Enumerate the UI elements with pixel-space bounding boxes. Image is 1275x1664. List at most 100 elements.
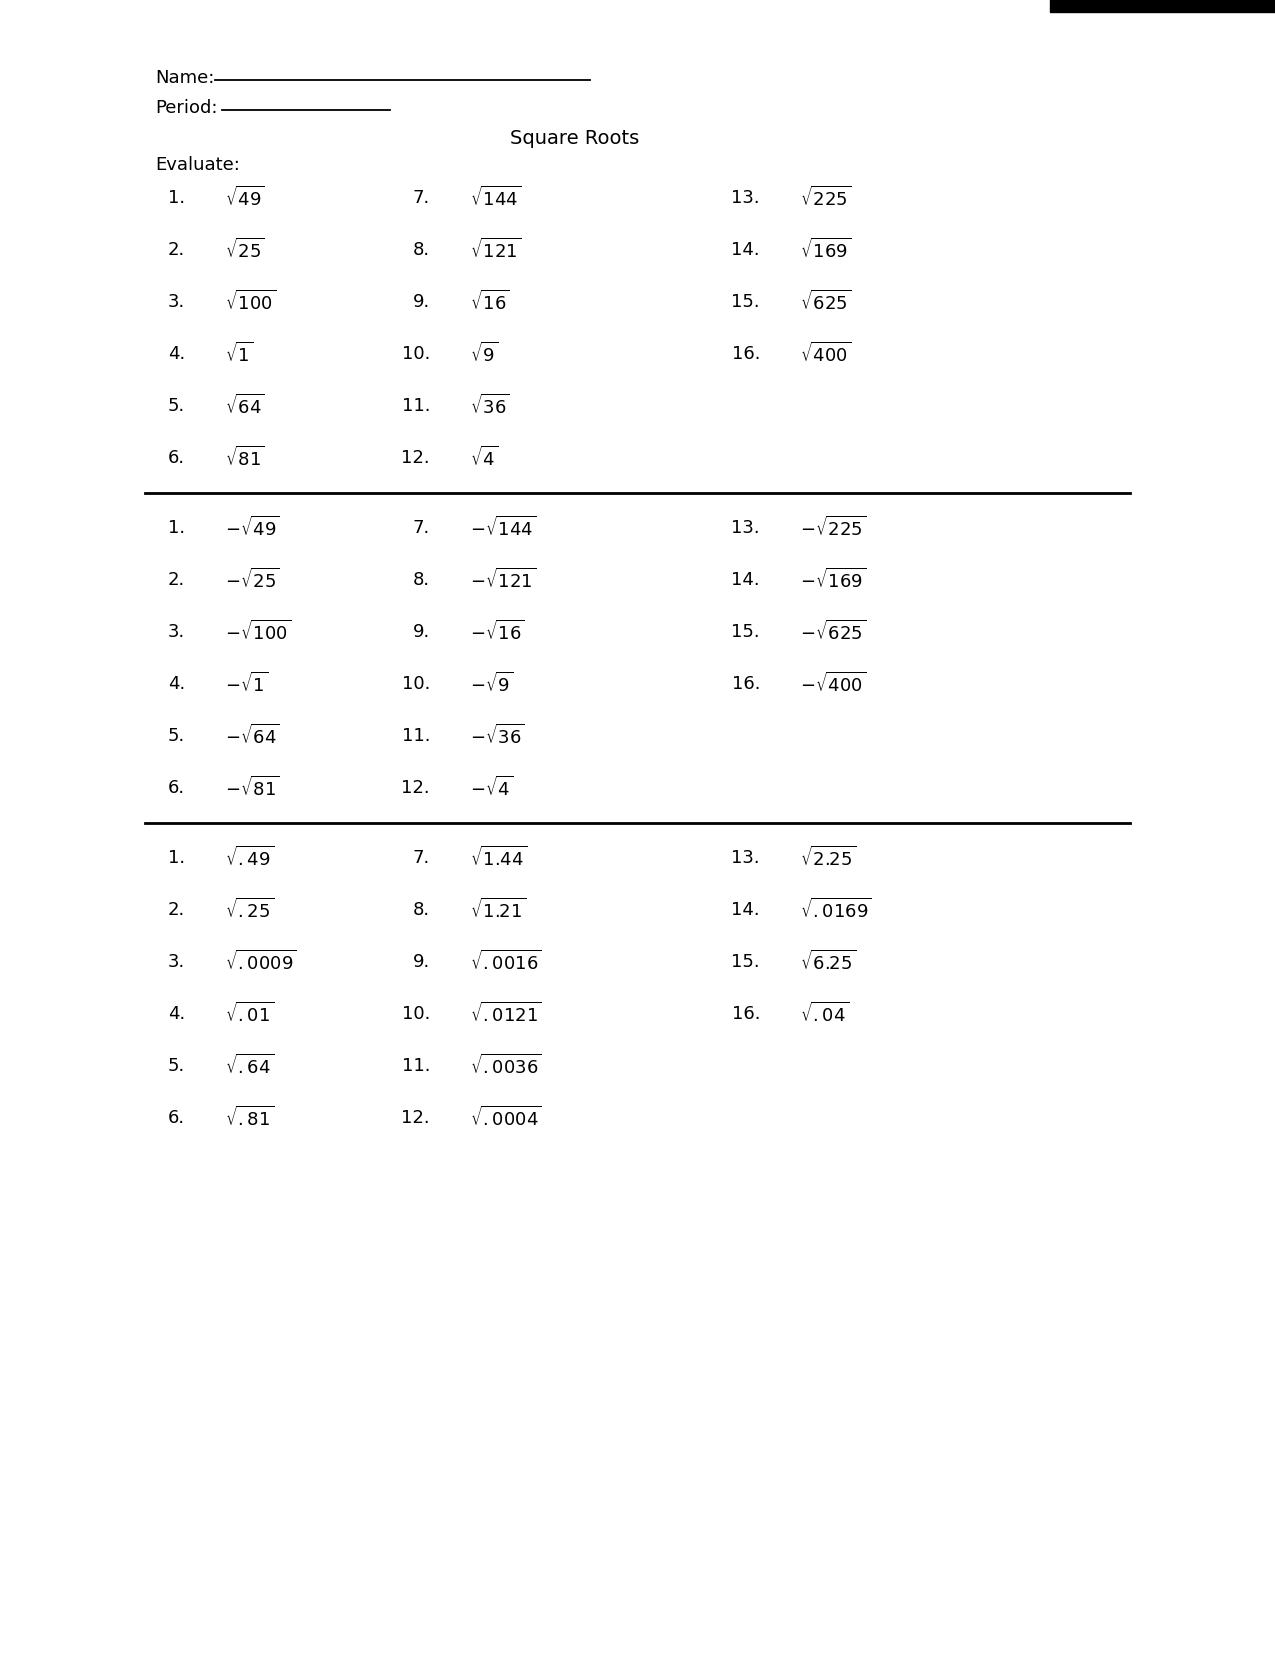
Text: $\sqrt{169}$: $\sqrt{169}$ xyxy=(799,238,852,263)
Text: $\sqrt{.0009}$: $\sqrt{.0009}$ xyxy=(224,950,297,973)
Text: 8.: 8. xyxy=(413,241,430,260)
Text: $\sqrt{.01}$: $\sqrt{.01}$ xyxy=(224,1002,274,1027)
Text: $\sqrt{16}$: $\sqrt{16}$ xyxy=(470,290,510,314)
Text: $\sqrt{.0169}$: $\sqrt{.0169}$ xyxy=(799,899,872,922)
Text: $\sqrt{64}$: $\sqrt{64}$ xyxy=(224,394,265,418)
Text: 12.: 12. xyxy=(402,1108,430,1127)
Text: $-\sqrt{64}$: $-\sqrt{64}$ xyxy=(224,724,280,749)
Text: $\sqrt{6.25}$: $\sqrt{6.25}$ xyxy=(799,950,856,973)
Text: 6.: 6. xyxy=(168,1108,185,1127)
Text: $\sqrt{.49}$: $\sqrt{.49}$ xyxy=(224,845,274,870)
Text: 3.: 3. xyxy=(168,622,185,641)
Text: 1.: 1. xyxy=(168,190,185,206)
Text: 1.: 1. xyxy=(168,849,185,867)
Text: 13.: 13. xyxy=(732,190,760,206)
Text: $\sqrt{100}$: $\sqrt{100}$ xyxy=(224,290,277,314)
Text: $\sqrt{.0016}$: $\sqrt{.0016}$ xyxy=(470,950,542,973)
Text: $\sqrt{1}$: $\sqrt{1}$ xyxy=(224,341,254,366)
Text: 4.: 4. xyxy=(168,344,185,363)
Text: $\sqrt{4}$: $\sqrt{4}$ xyxy=(470,446,499,471)
Text: Name:: Name: xyxy=(156,68,214,87)
Text: $\sqrt{1.44}$: $\sqrt{1.44}$ xyxy=(470,845,527,870)
Text: 4.: 4. xyxy=(168,1005,185,1023)
Text: 16.: 16. xyxy=(732,344,760,363)
Text: 2.: 2. xyxy=(168,571,185,589)
Text: 10.: 10. xyxy=(402,344,430,363)
Text: 7.: 7. xyxy=(413,190,430,206)
Text: $\sqrt{2.25}$: $\sqrt{2.25}$ xyxy=(799,845,856,870)
Text: $\sqrt{.81}$: $\sqrt{.81}$ xyxy=(224,1107,274,1130)
Text: 12.: 12. xyxy=(402,779,430,797)
Text: Evaluate:: Evaluate: xyxy=(156,156,240,175)
Text: 13.: 13. xyxy=(732,519,760,537)
Text: 15.: 15. xyxy=(732,293,760,311)
Text: 8.: 8. xyxy=(413,900,430,919)
Text: 9.: 9. xyxy=(413,953,430,972)
Text: $-\sqrt{16}$: $-\sqrt{16}$ xyxy=(470,621,525,644)
Text: 14.: 14. xyxy=(732,900,760,919)
Text: 5.: 5. xyxy=(168,1057,185,1075)
Text: $-\sqrt{121}$: $-\sqrt{121}$ xyxy=(470,567,537,592)
Text: 4.: 4. xyxy=(168,676,185,692)
Text: $\sqrt{.0036}$: $\sqrt{.0036}$ xyxy=(470,1053,542,1078)
Text: 15.: 15. xyxy=(732,622,760,641)
Text: $-\sqrt{4}$: $-\sqrt{4}$ xyxy=(470,775,514,800)
Text: 10.: 10. xyxy=(402,1005,430,1023)
Text: $-\sqrt{9}$: $-\sqrt{9}$ xyxy=(470,672,514,696)
Text: 16.: 16. xyxy=(732,676,760,692)
Text: $\sqrt{400}$: $\sqrt{400}$ xyxy=(799,341,852,366)
Text: 1.: 1. xyxy=(168,519,185,537)
Text: $-\sqrt{36}$: $-\sqrt{36}$ xyxy=(470,724,525,749)
Text: $\sqrt{225}$: $\sqrt{225}$ xyxy=(799,186,852,210)
Text: 3.: 3. xyxy=(168,293,185,311)
Text: $\sqrt{25}$: $\sqrt{25}$ xyxy=(224,238,265,263)
Text: $\sqrt{144}$: $\sqrt{144}$ xyxy=(470,186,521,210)
Text: 8.: 8. xyxy=(413,571,430,589)
Text: $-\sqrt{81}$: $-\sqrt{81}$ xyxy=(224,775,280,800)
Text: 10.: 10. xyxy=(402,676,430,692)
Text: 11.: 11. xyxy=(402,727,430,745)
Text: 5.: 5. xyxy=(168,398,185,414)
Text: $\sqrt{.25}$: $\sqrt{.25}$ xyxy=(224,899,274,922)
Text: 16.: 16. xyxy=(732,1005,760,1023)
Text: 2.: 2. xyxy=(168,241,185,260)
Text: $-\sqrt{100}$: $-\sqrt{100}$ xyxy=(224,621,292,644)
Text: $-\sqrt{400}$: $-\sqrt{400}$ xyxy=(799,672,867,696)
Text: 14.: 14. xyxy=(732,241,760,260)
Text: 12.: 12. xyxy=(402,449,430,468)
Text: 7.: 7. xyxy=(413,519,430,537)
Text: $-\sqrt{144}$: $-\sqrt{144}$ xyxy=(470,516,537,541)
Text: $\sqrt{9}$: $\sqrt{9}$ xyxy=(470,341,499,366)
Text: 15.: 15. xyxy=(732,953,760,972)
Text: $\sqrt{1.21}$: $\sqrt{1.21}$ xyxy=(470,899,527,922)
Text: $-\sqrt{225}$: $-\sqrt{225}$ xyxy=(799,516,867,541)
Text: 14.: 14. xyxy=(732,571,760,589)
Text: $\sqrt{.0121}$: $\sqrt{.0121}$ xyxy=(470,1002,542,1027)
Text: $-\sqrt{49}$: $-\sqrt{49}$ xyxy=(224,516,280,541)
Text: 2.: 2. xyxy=(168,900,185,919)
Text: 13.: 13. xyxy=(732,849,760,867)
Text: 6.: 6. xyxy=(168,449,185,468)
Text: 7.: 7. xyxy=(413,849,430,867)
Text: 9.: 9. xyxy=(413,622,430,641)
Text: $-\sqrt{169}$: $-\sqrt{169}$ xyxy=(799,567,867,592)
Text: $-\sqrt{25}$: $-\sqrt{25}$ xyxy=(224,567,280,592)
Text: $\sqrt{81}$: $\sqrt{81}$ xyxy=(224,446,265,471)
Text: $-\sqrt{625}$: $-\sqrt{625}$ xyxy=(799,621,867,644)
Text: $\sqrt{.0004}$: $\sqrt{.0004}$ xyxy=(470,1107,542,1130)
Text: 6.: 6. xyxy=(168,779,185,797)
Text: $\sqrt{121}$: $\sqrt{121}$ xyxy=(470,238,521,263)
Text: Square Roots: Square Roots xyxy=(510,128,639,148)
Text: 5.: 5. xyxy=(168,727,185,745)
Text: $\sqrt{.64}$: $\sqrt{.64}$ xyxy=(224,1053,274,1078)
Text: Period:: Period: xyxy=(156,98,218,116)
Text: $\sqrt{625}$: $\sqrt{625}$ xyxy=(799,290,852,314)
Text: $-\sqrt{1}$: $-\sqrt{1}$ xyxy=(224,672,269,696)
Text: 9.: 9. xyxy=(413,293,430,311)
Text: 11.: 11. xyxy=(402,398,430,414)
Text: $\sqrt{36}$: $\sqrt{36}$ xyxy=(470,394,510,418)
Text: 3.: 3. xyxy=(168,953,185,972)
Text: $\sqrt{49}$: $\sqrt{49}$ xyxy=(224,186,265,210)
Text: 11.: 11. xyxy=(402,1057,430,1075)
Text: $\sqrt{.04}$: $\sqrt{.04}$ xyxy=(799,1002,849,1027)
